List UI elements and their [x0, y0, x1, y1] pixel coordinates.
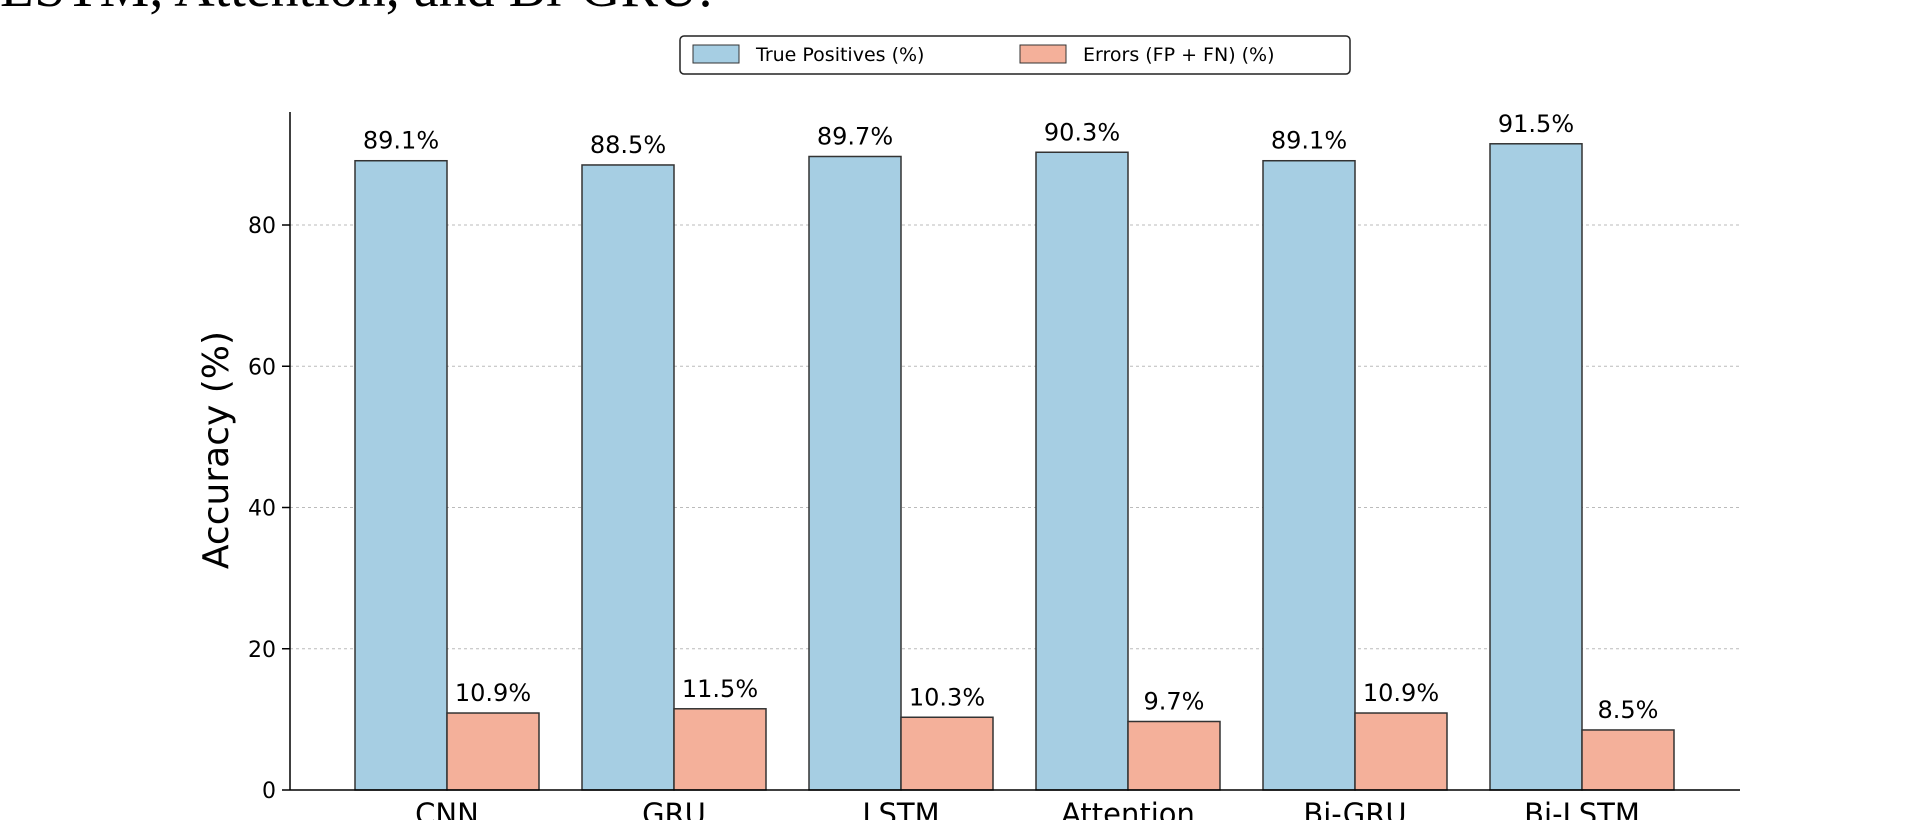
bar-true-positives-gru	[581, 164, 675, 791]
value-label-errors: 8.5%	[1598, 696, 1659, 724]
value-label-true-positives: 90.3%	[1044, 118, 1120, 146]
bar-errors-cnn	[446, 712, 540, 791]
value-label-errors: 10.3%	[909, 683, 985, 711]
value-label-errors: 10.9%	[455, 679, 531, 707]
legend-swatch-true-positives	[692, 44, 740, 64]
value-label-true-positives: 89.7%	[817, 122, 893, 150]
bar-errors-attention	[1127, 720, 1221, 791]
bars	[354, 143, 1675, 791]
bar-true-positives-bi-gru	[1262, 159, 1356, 791]
value-label-errors: 10.9%	[1363, 679, 1439, 707]
figure-caption: LSTM, Attention, and Bi-GRU.	[0, 0, 712, 20]
value-label-true-positives: 89.1%	[1271, 127, 1347, 155]
legend: True Positives (%) Errors (FP + FN) (%)	[679, 35, 1351, 75]
legend-swatch-errors	[1019, 44, 1067, 64]
bar-true-positives-bi-lstm	[1489, 143, 1583, 791]
bar-true-positives-attention	[1035, 151, 1129, 791]
legend-label-errors: Errors (FP + FN) (%)	[1083, 44, 1275, 66]
x-tick-label: Bi-LSTM	[1524, 797, 1640, 820]
y-tick-label: 0	[262, 779, 276, 804]
bar-true-positives-cnn	[354, 159, 448, 791]
bar-errors-gru	[673, 708, 767, 791]
y-tick-label: 60	[248, 355, 276, 380]
bar-true-positives-lstm	[808, 155, 902, 791]
y-tick-label: 80	[248, 214, 276, 239]
value-label-true-positives: 89.1%	[363, 127, 439, 155]
x-tick-label: Attention	[1061, 797, 1195, 820]
value-label-true-positives: 88.5%	[590, 131, 666, 159]
x-tick-label: CNN	[415, 797, 479, 820]
value-label-errors: 11.5%	[682, 675, 758, 703]
bar-errors-lstm	[900, 716, 994, 791]
y-axis-label: Accuracy (%)	[196, 331, 237, 569]
value-labels: 89.1% 10.9% 88.5% 11.5% 89.7% 10.3% 90.3% 9.7% 8…	[363, 110, 1659, 724]
axes: 0 20 40 60 80 CNN GRU LSTM Attention Bi-GRU Bi-LST…	[248, 112, 1740, 820]
y-tick-label: 20	[248, 638, 276, 663]
x-tick-label: LSTM	[862, 797, 939, 820]
y-tick-label: 40	[248, 497, 276, 522]
x-tick-label: Bi-GRU	[1303, 797, 1406, 820]
legend-label-true-positives: True Positives (%)	[755, 44, 924, 66]
bar-errors-bi-lstm	[1581, 729, 1675, 791]
x-tick-label: GRU	[642, 797, 706, 820]
bar-errors-bi-gru	[1354, 712, 1448, 791]
value-label-errors: 9.7%	[1144, 687, 1205, 715]
legend-frame	[679, 35, 1351, 75]
value-label-true-positives: 91.5%	[1498, 110, 1574, 138]
